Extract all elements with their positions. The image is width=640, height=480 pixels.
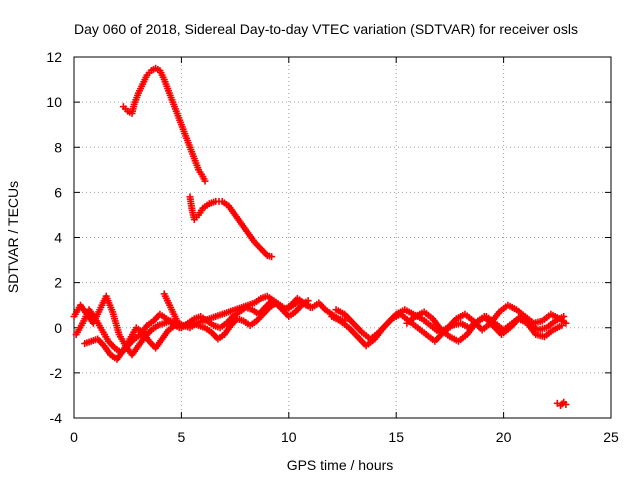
y-tick-label: 8 bbox=[54, 139, 62, 155]
x-tick-label: 25 bbox=[603, 429, 619, 445]
data-point bbox=[201, 177, 209, 185]
series-track-outlier bbox=[553, 398, 570, 410]
x-tick-label: 10 bbox=[281, 429, 297, 445]
y-tick-label: 0 bbox=[54, 320, 62, 336]
data-point bbox=[558, 321, 566, 329]
series-track-g bbox=[403, 308, 566, 345]
y-axis-label: SDTVAR / TECUs bbox=[5, 181, 21, 293]
y-tick-label: 12 bbox=[46, 49, 62, 65]
series-track-middle bbox=[186, 193, 276, 261]
x-tick-label: 20 bbox=[496, 429, 512, 445]
x-tick-label: 5 bbox=[178, 429, 186, 445]
chart-title: Day 060 of 2018, Sidereal Day-to-day VTE… bbox=[74, 21, 578, 37]
x-tick-label: 15 bbox=[388, 429, 404, 445]
data-point bbox=[306, 303, 314, 311]
series-track-c bbox=[81, 294, 314, 363]
series-track-upper bbox=[119, 64, 209, 185]
y-tick-label: -2 bbox=[50, 365, 63, 381]
data-marks bbox=[70, 64, 570, 410]
y-tick-label: 2 bbox=[54, 275, 62, 291]
x-tick-label: 0 bbox=[70, 429, 78, 445]
y-tick-labels: -4 -2 0 2 4 6 8 10 12 bbox=[46, 49, 62, 426]
data-point bbox=[562, 319, 570, 327]
y-tick-label: 10 bbox=[46, 94, 62, 110]
grid bbox=[74, 57, 611, 418]
y-tick-label: -4 bbox=[50, 410, 63, 426]
data-point bbox=[268, 253, 276, 261]
x-axis-label: GPS time / hours bbox=[287, 457, 394, 473]
data-point bbox=[562, 400, 570, 408]
y-tick-label: 6 bbox=[54, 184, 62, 200]
x-tick-labels: 0 5 10 15 20 25 bbox=[70, 429, 619, 445]
y-tick-label: 4 bbox=[54, 230, 62, 246]
series-track-d bbox=[160, 290, 185, 329]
data-point bbox=[177, 321, 185, 329]
